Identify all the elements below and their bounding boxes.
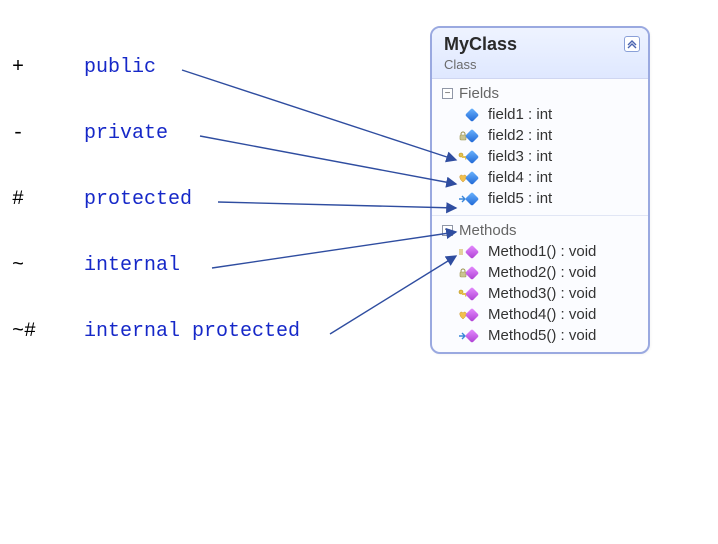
method-public-icon: [462, 244, 482, 260]
legend-label: protected: [84, 188, 192, 211]
collapse-chevron-icon[interactable]: [624, 36, 640, 52]
section-title: Fields: [459, 85, 499, 102]
member-label: Method1() : void: [488, 243, 596, 260]
member-label: Method3() : void: [488, 285, 596, 302]
method-internal-protected-icon: [462, 328, 482, 344]
method-member[interactable]: Method3() : void: [438, 283, 648, 304]
legend-symbol: -: [12, 122, 84, 145]
field-member[interactable]: field5 : int: [438, 188, 648, 209]
field-protected-icon: [462, 149, 482, 165]
method-member[interactable]: Method4() : void: [438, 304, 648, 325]
field-member[interactable]: field1 : int: [438, 104, 648, 125]
class-stereotype: Class: [444, 57, 638, 72]
method-member[interactable]: Method1() : void: [438, 241, 648, 262]
field-internal-protected-icon: [462, 191, 482, 207]
methods-section: − Methods Method1() : void Method2() : v…: [432, 215, 648, 352]
legend-symbol: +: [12, 56, 84, 79]
class-card[interactable]: MyClass Class − Fields field1 : int fiel…: [430, 26, 650, 354]
method-member[interactable]: Method2() : void: [438, 262, 648, 283]
field-public-icon: [462, 107, 482, 123]
method-protected-icon: [462, 286, 482, 302]
class-name: MyClass: [444, 34, 638, 55]
field-member[interactable]: field2 : int: [438, 125, 648, 146]
section-header[interactable]: − Methods: [438, 220, 648, 241]
legend-symbol: #: [12, 188, 84, 211]
member-label: field5 : int: [488, 190, 552, 207]
field-private-icon: [462, 128, 482, 144]
section-header[interactable]: − Fields: [438, 83, 648, 104]
access-legend: + public - private # protected ~ interna…: [12, 56, 412, 386]
member-label: Method2() : void: [488, 264, 596, 281]
member-label: field3 : int: [488, 148, 552, 165]
field-internal-icon: [462, 170, 482, 186]
member-label: field4 : int: [488, 169, 552, 186]
field-icon: [465, 107, 479, 121]
fields-section: − Fields field1 : int field2 : int field…: [432, 79, 648, 215]
legend-symbol: ~: [12, 254, 84, 277]
legend-label: internal: [84, 254, 180, 277]
minus-expander-icon[interactable]: −: [442, 225, 453, 236]
legend-label: internal protected: [84, 320, 300, 343]
legend-symbol: ~#: [12, 320, 84, 343]
method-member[interactable]: Method5() : void: [438, 325, 648, 346]
field-member[interactable]: field3 : int: [438, 146, 648, 167]
section-title: Methods: [459, 222, 517, 239]
legend-row: ~# internal protected: [12, 320, 412, 386]
member-label: field1 : int: [488, 106, 552, 123]
method-private-icon: [462, 265, 482, 281]
legend-row: ~ internal: [12, 254, 412, 320]
class-header[interactable]: MyClass Class: [432, 28, 648, 79]
member-label: field2 : int: [488, 127, 552, 144]
member-label: Method5() : void: [488, 327, 596, 344]
legend-label: public: [84, 56, 156, 79]
legend-label: private: [84, 122, 168, 145]
minus-expander-icon[interactable]: −: [442, 88, 453, 99]
member-label: Method4() : void: [488, 306, 596, 323]
field-member[interactable]: field4 : int: [438, 167, 648, 188]
legend-row: + public: [12, 56, 412, 122]
method-internal-icon: [462, 307, 482, 323]
legend-row: # protected: [12, 188, 412, 254]
legend-row: - private: [12, 122, 412, 188]
